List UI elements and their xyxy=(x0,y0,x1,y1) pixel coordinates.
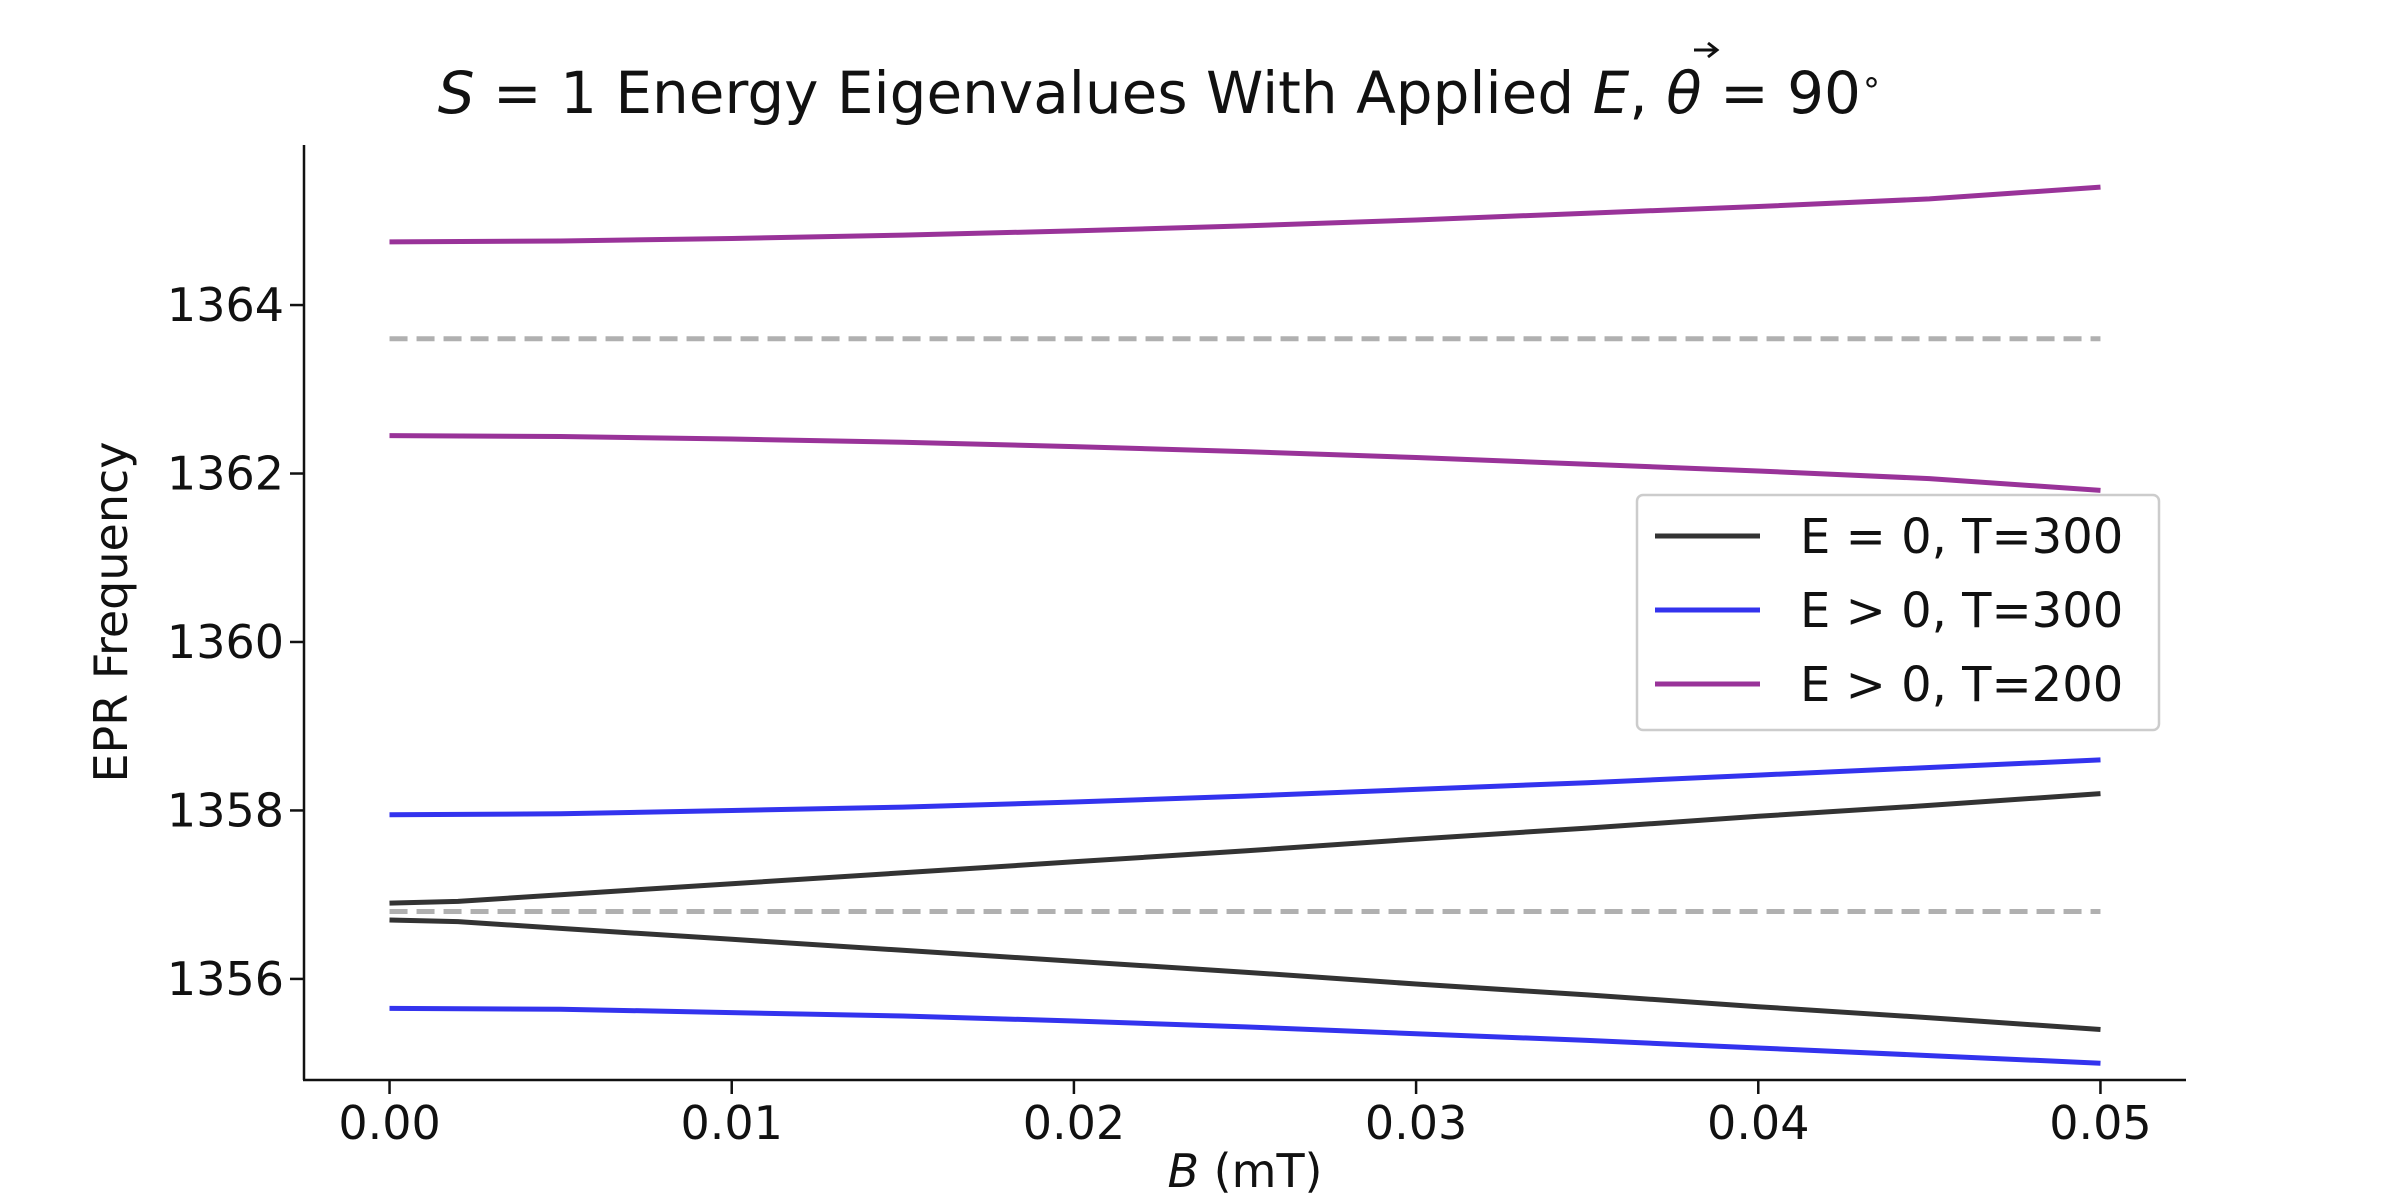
title-angle: = 90 xyxy=(1702,59,1861,127)
title-text: = 1 Energy Eigenvalues With Applied xyxy=(475,59,1593,127)
title-degree: ∘ xyxy=(1861,62,1882,102)
x-axis-label: B (mT) xyxy=(1168,1144,1323,1198)
title-var-theta: θ xyxy=(1666,59,1702,127)
title-var-s: S xyxy=(438,59,475,127)
vector-arrow-icon xyxy=(1694,41,1720,59)
title-vector-e: E xyxy=(1593,59,1630,127)
y-tick-label: 1358 xyxy=(167,783,284,837)
legend-box xyxy=(1635,493,2161,732)
series-lines xyxy=(389,184,2101,1066)
legend-label: E = 0, T=300 xyxy=(1800,509,2123,565)
y-axis-label: EPR Frequency xyxy=(84,441,138,782)
x-ticks: 0.00 0.01 0.02 0.03 0.04 0.05 xyxy=(338,1080,2152,1150)
y-tick-label: 1356 xyxy=(167,952,284,1006)
x-tick-label: 0.01 xyxy=(681,1096,783,1150)
series-line-upper xyxy=(389,791,2101,906)
series-line-lower xyxy=(389,917,2101,1032)
x-tick-label: 0.03 xyxy=(1365,1096,1467,1150)
y-tick-label: 1360 xyxy=(167,615,284,669)
axes xyxy=(302,145,2186,1082)
reference-lines xyxy=(389,336,2101,915)
series-line-lower xyxy=(389,1005,2101,1066)
legend-label: E > 0, T=300 xyxy=(1800,583,2123,639)
x-axis-unit: (mT) xyxy=(1199,1144,1322,1198)
series-line-lower xyxy=(389,433,2101,493)
series-line-upper xyxy=(389,184,2101,245)
x-tick-label: 0.05 xyxy=(2049,1096,2151,1150)
x-tick-label: 0.02 xyxy=(1023,1096,1125,1150)
legend-label: E > 0, T=200 xyxy=(1800,657,2123,713)
x-axis-var: B xyxy=(1168,1144,1200,1198)
legend: E = 0, T=300 E > 0, T=300 E > 0, T=200 xyxy=(1635,493,2161,732)
y-ticks: 1356 1358 1360 1362 1364 xyxy=(167,278,304,1006)
series-line-upper xyxy=(389,757,2101,818)
chart-title: S = 1 Energy Eigenvalues With Applied E,… xyxy=(438,59,1882,127)
x-tick-label: 0.04 xyxy=(1707,1096,1809,1150)
y-tick-label: 1364 xyxy=(167,278,284,332)
y-tick-label: 1362 xyxy=(167,447,284,501)
x-tick-label: 0.00 xyxy=(338,1096,440,1150)
title-sep: , xyxy=(1629,59,1666,127)
